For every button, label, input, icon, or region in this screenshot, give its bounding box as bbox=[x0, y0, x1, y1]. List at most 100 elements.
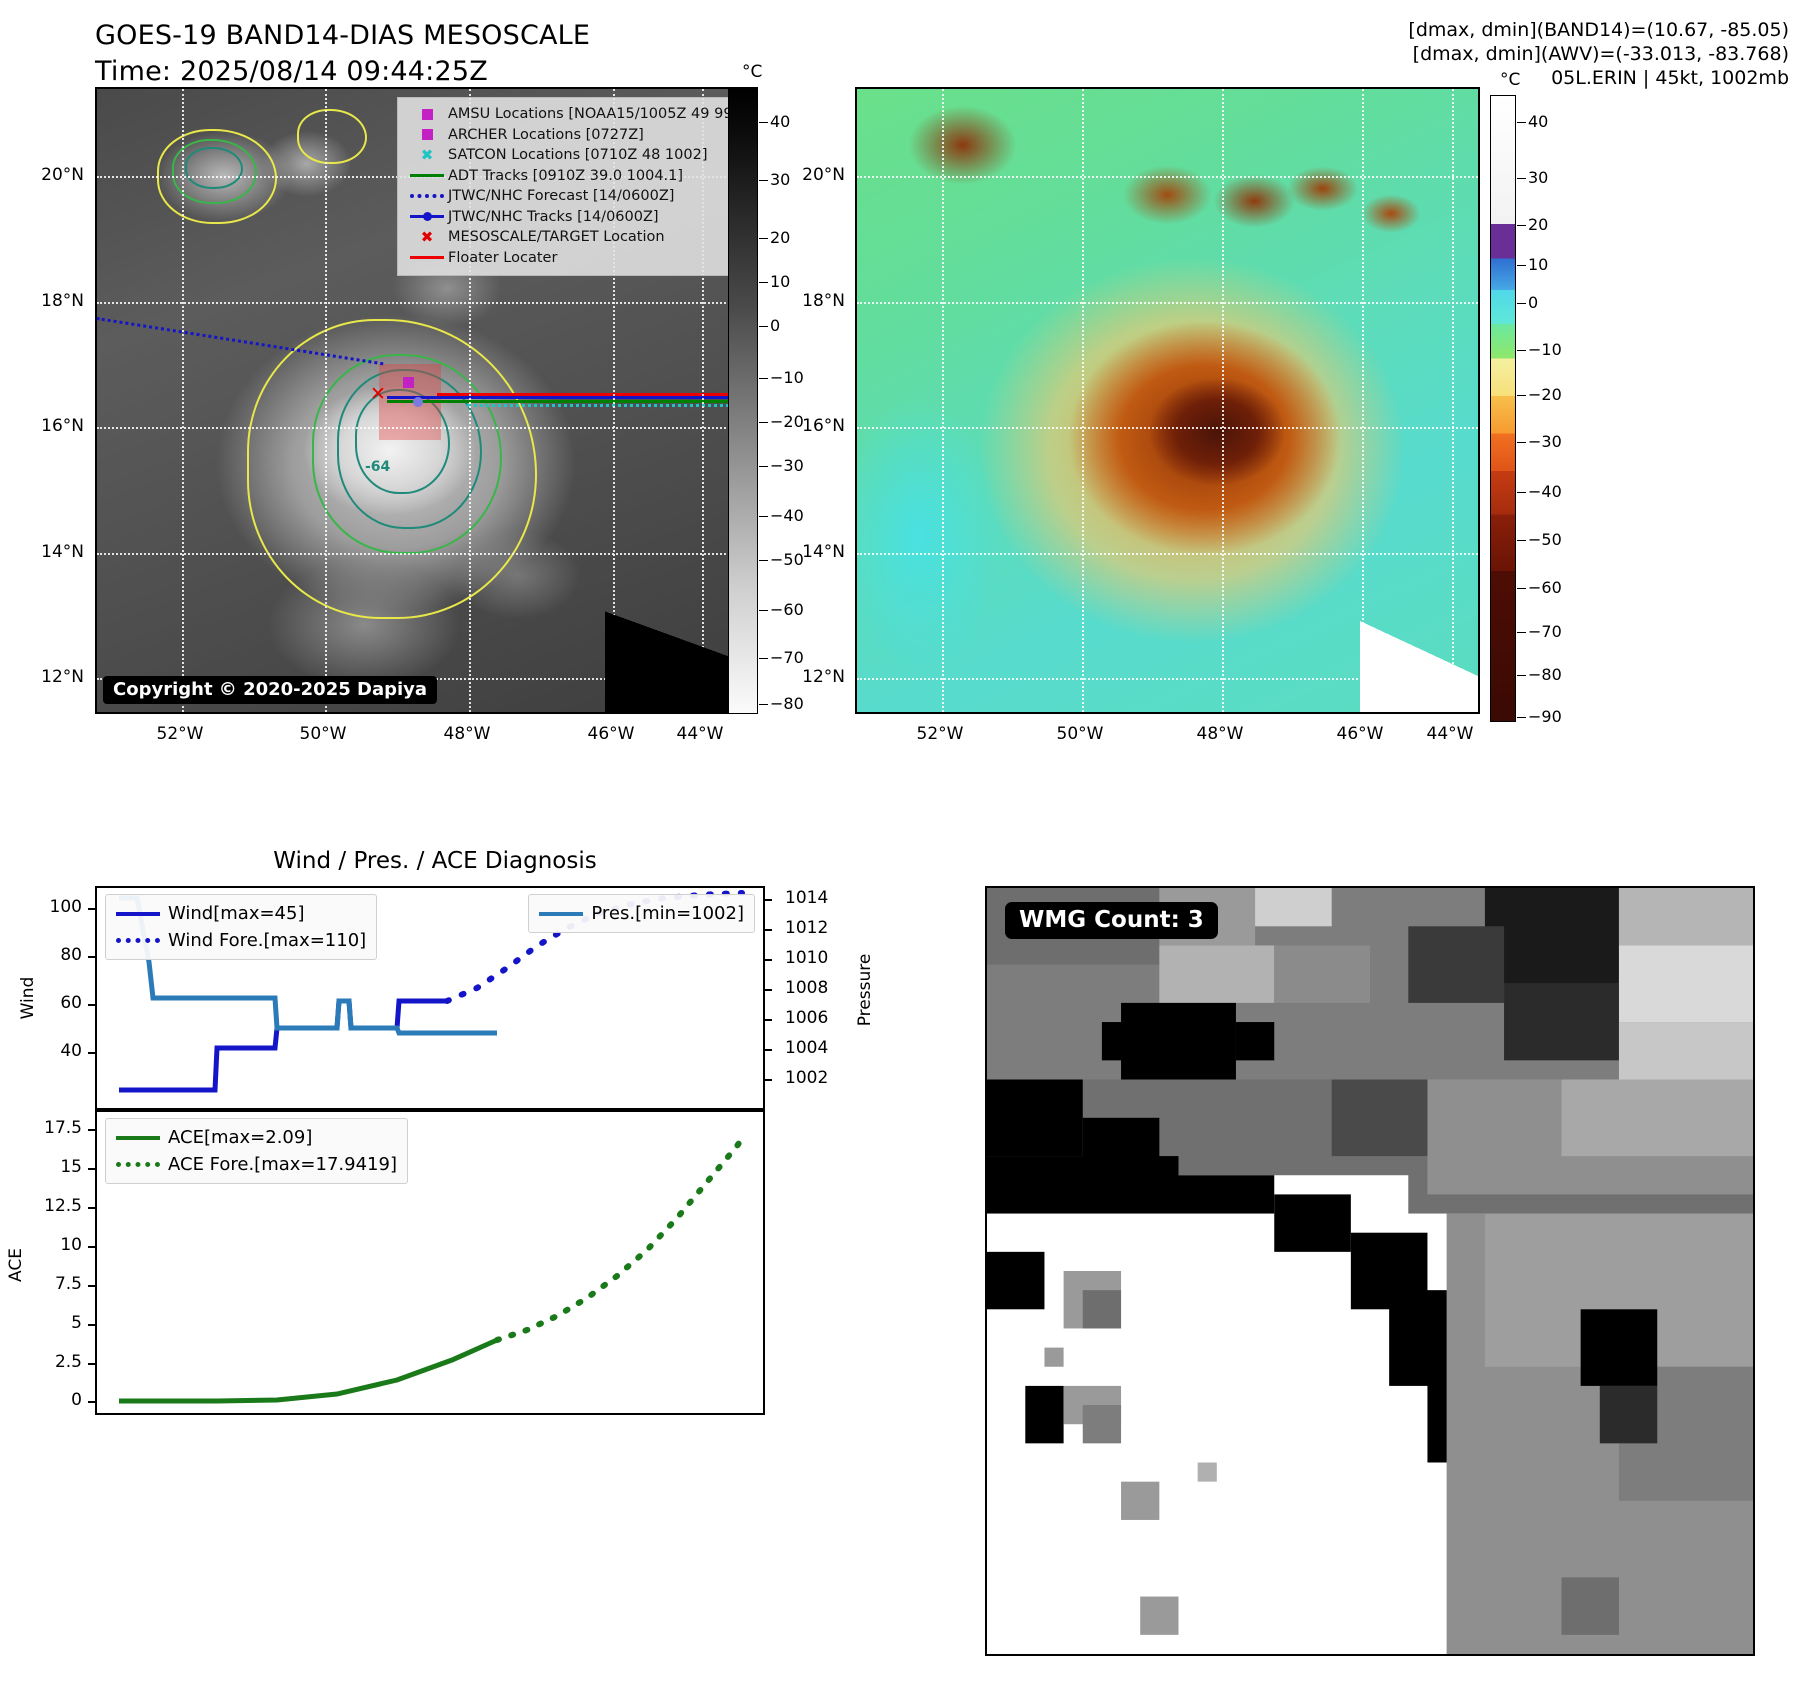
legend-label: ADT Tracks [0910Z 39.0 1004.1] bbox=[448, 167, 684, 184]
pres-tick-1004 bbox=[763, 1049, 772, 1051]
legend-label: ARCHER Locations [0727Z] bbox=[448, 126, 644, 143]
ace-tick-label-25: 2.5 bbox=[54, 1352, 82, 1372]
ace-tick-label-125: 12.5 bbox=[44, 1196, 82, 1216]
awv-cb-tick-20: 20 bbox=[1516, 215, 1549, 234]
gridline-lat-18n bbox=[97, 302, 733, 304]
ir-lat-tick-20n: 20°N bbox=[41, 165, 84, 185]
ir-lon-tick-52w: 52°W bbox=[156, 724, 204, 744]
awv-cb-tick-m30: −30 bbox=[1517, 432, 1562, 451]
ir-lon-tick-48w: 48°W bbox=[443, 724, 491, 744]
legend-label: ACE Fore.[max=17.9419] bbox=[168, 1154, 397, 1175]
ace-tick-label-150: 15 bbox=[60, 1157, 82, 1177]
awv-cb-tick-10: 10 bbox=[1516, 255, 1549, 274]
awv-lat-tick-14n: 14°N bbox=[802, 542, 845, 562]
pres-tick-label-1002: 1002 bbox=[785, 1068, 829, 1088]
ace-tick-75 bbox=[88, 1285, 97, 1287]
wind-tick-label-80: 80 bbox=[60, 945, 82, 965]
ace-tick-25 bbox=[88, 1363, 97, 1365]
legend-item-pressure: Pres.[min=1002] bbox=[539, 900, 744, 927]
gridline-lon-52w bbox=[942, 89, 944, 712]
line-solid-icon bbox=[116, 1135, 168, 1140]
ir-cb-tick-10: 10 bbox=[758, 272, 791, 291]
pres-tick-label-1012: 1012 bbox=[785, 918, 829, 938]
x-marker-icon: ✖ bbox=[420, 145, 434, 164]
pres-tick-1006 bbox=[763, 1019, 772, 1021]
awv-lon-tick-52w: 52°W bbox=[916, 724, 964, 744]
contour-teal-2 bbox=[185, 147, 243, 189]
wmg-count-badge: WMG Count: 3 bbox=[1005, 902, 1218, 939]
gridline-lon-48w bbox=[1222, 89, 1224, 712]
awv-colorbar bbox=[1490, 95, 1516, 722]
amsu-location-marker bbox=[413, 397, 423, 407]
dmax-dmin-band14: [dmax, dmin](BAND14)=(10.67, -85.05) bbox=[1408, 19, 1789, 41]
archer-location-marker bbox=[403, 377, 414, 388]
wind-tick-100 bbox=[88, 908, 97, 910]
ir-cb-tick-m30: −30 bbox=[759, 456, 804, 475]
adt-track bbox=[387, 400, 733, 403]
contour-green-2 bbox=[172, 139, 257, 204]
header-metadata: [dmax, dmin](BAND14)=(10.67, -85.05) [dm… bbox=[1408, 18, 1789, 90]
line-dotted-icon bbox=[116, 938, 168, 943]
ir-cb-tick-0: 0 bbox=[758, 316, 781, 335]
storm-summary: 05L.ERIN | 45kt, 1002mb bbox=[1551, 67, 1789, 89]
pres-tick-1008 bbox=[763, 989, 772, 991]
gridline-lat-14n bbox=[97, 553, 733, 555]
ir-cb-tick-m50: −50 bbox=[759, 550, 804, 569]
gridline-lon-44w bbox=[1452, 89, 1454, 712]
legend-item-wind: Wind[max=45] bbox=[116, 900, 366, 927]
legend-label: Wind[max=45] bbox=[168, 903, 305, 924]
awv-cb-tick-m80: −80 bbox=[1517, 665, 1562, 684]
wind-pressure-chart[interactable]: Wind[max=45] Wind Fore.[max=110] Pres.[m… bbox=[88, 886, 772, 1110]
title-line-1: GOES-19 BAND14-DIAS MESOSCALE bbox=[95, 20, 591, 51]
awv-cb-tick-m20: −20 bbox=[1517, 385, 1562, 404]
mesoscale-target-marker: ✕ bbox=[370, 383, 386, 405]
legend-item-jtwc-tracks: JTWC/NHC Tracks [14/0600Z] bbox=[406, 207, 720, 228]
pres-tick-label-1006: 1006 bbox=[785, 1008, 829, 1028]
pres-tick-label-1004: 1004 bbox=[785, 1038, 829, 1058]
contour-yellow-3 bbox=[297, 109, 367, 164]
gridline-lat-16n bbox=[97, 427, 733, 429]
ace-tick-150 bbox=[88, 1168, 97, 1170]
wind-legend: Wind[max=45] Wind Fore.[max=110] bbox=[105, 894, 378, 960]
ace-tick-label-100: 10 bbox=[60, 1235, 82, 1255]
ace-tick-100 bbox=[88, 1246, 97, 1248]
awv-lat-tick-16n: 16°N bbox=[802, 416, 845, 436]
awv-cb-tick-m70: −70 bbox=[1517, 622, 1562, 641]
contour-yellow-outer bbox=[247, 319, 537, 619]
ace-chart[interactable]: ACE[max=2.09] ACE Fore.[max=17.9419] bbox=[88, 1110, 765, 1415]
legend-label: JTWC/NHC Tracks [14/0600Z] bbox=[448, 208, 659, 225]
awv-cb-tick-40: 40 bbox=[1516, 112, 1549, 131]
wind-tick-40 bbox=[88, 1052, 97, 1054]
ir-cb-tick-m20: −20 bbox=[759, 412, 804, 431]
awv-cb-tick-m10: −10 bbox=[1517, 340, 1562, 359]
ace-tick-125 bbox=[88, 1207, 97, 1209]
series-wind-observed bbox=[119, 998, 447, 1093]
wmg-grid-image bbox=[987, 888, 1753, 1654]
awv-color-map[interactable] bbox=[855, 87, 1480, 714]
wmg-panel[interactable]: WMG Count: 3 bbox=[985, 886, 1755, 1656]
legend-item-floater-locater: Floater Locater bbox=[406, 248, 720, 269]
gridline-lon-46w bbox=[1362, 89, 1364, 712]
diagnosis-chart-title: Wind / Pres. / ACE Diagnosis bbox=[273, 848, 597, 874]
legend-item-archer: ARCHER Locations [0727Z] bbox=[406, 125, 720, 146]
ir-lon-tick-46w: 46°W bbox=[587, 724, 635, 744]
ir-image-edge-mask bbox=[605, 564, 733, 712]
ir-cb-tick-m60: −60 bbox=[759, 600, 804, 619]
legend-label: MESOSCALE/TARGET Location bbox=[448, 229, 665, 245]
gridline-lat-20n bbox=[857, 176, 1478, 178]
legend-item-wind-forecast: Wind Fore.[max=110] bbox=[116, 927, 366, 954]
ir-satellite-map[interactable]: -64 ✕ AMSU Locations [NOAA15/1005Z 49 99… bbox=[95, 87, 735, 714]
ace-axis-label: ACE bbox=[6, 1248, 26, 1282]
legend-item-jtwc-forecast: JTWC/NHC Forecast [14/0600Z] bbox=[406, 186, 720, 207]
wind-tick-60 bbox=[88, 1004, 97, 1006]
legend-item-ace: ACE[max=2.09] bbox=[116, 1124, 397, 1151]
ace-svg bbox=[119, 1131, 748, 1404]
square-marker-icon bbox=[406, 129, 448, 141]
ir-cb-tick-m70: −70 bbox=[759, 648, 804, 667]
wind-tick-label-100: 100 bbox=[49, 897, 82, 917]
ir-map-legend: AMSU Locations [NOAA15/1005Z 49 999] ARC… bbox=[397, 97, 733, 276]
legend-label: JTWC/NHC Forecast [14/0600Z] bbox=[448, 188, 675, 204]
line-dotted-icon bbox=[406, 194, 448, 199]
legend-item-satcon: ✖ SATCON Locations [0710Z 48 1002] bbox=[406, 145, 720, 166]
series-pressure bbox=[119, 895, 497, 1036]
